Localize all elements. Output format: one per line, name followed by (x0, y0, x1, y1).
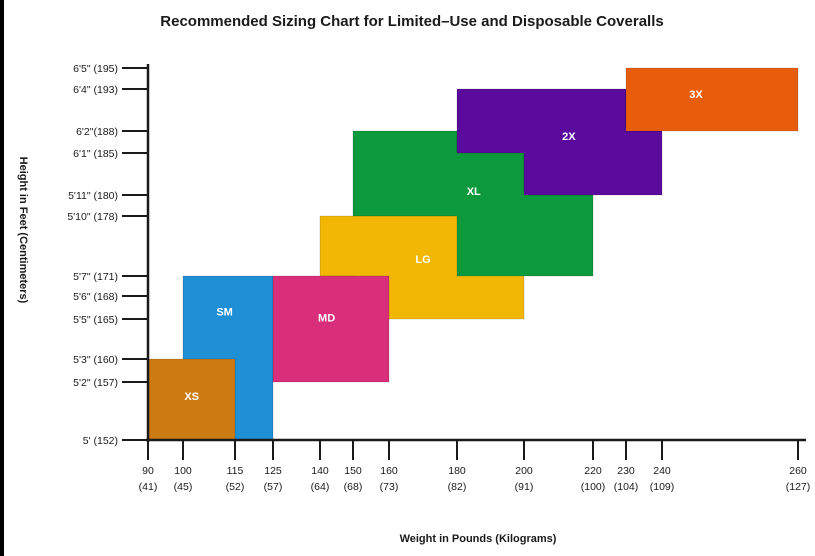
size-region-sm-label: SM (216, 306, 233, 318)
size-region-2x-label: 2X (562, 131, 576, 143)
x-tick-label-kilograms: (45) (174, 481, 193, 493)
x-tick-label-kilograms: (100) (581, 481, 606, 493)
x-tick-label-kilograms: (91) (515, 481, 534, 493)
size-region-md-label: MD (318, 312, 335, 324)
x-tick-label-pounds: 220 (584, 465, 602, 477)
size-region-lg-label: LG (415, 254, 430, 266)
size-region-3x-label: 3X (689, 89, 703, 101)
y-tick-label: 5' (152) (83, 435, 118, 447)
x-axis-ticks: 90 (41) 100 (45) 115 (52) 125 (57) 140 (64) 150 (68… (139, 440, 811, 493)
x-tick-label-pounds: 240 (653, 465, 671, 477)
x-tick-label-kilograms: (64) (311, 481, 330, 493)
y-tick-label: 5'6" (168) (73, 291, 118, 303)
y-tick-label: 5'5" (165) (73, 314, 118, 326)
x-tick-label-kilograms: (68) (344, 481, 363, 493)
x-tick-label-pounds: 150 (344, 465, 362, 477)
x-tick-label-pounds: 115 (227, 465, 244, 477)
x-tick-label-pounds: 100 (174, 465, 192, 477)
chart-frame: Recommended Sizing Chart for Limited–Use… (4, 0, 815, 556)
x-tick-label-pounds: 200 (515, 465, 533, 477)
y-tick-label: 6'5" (195) (73, 63, 118, 75)
x-tick-label-kilograms: (104) (614, 481, 639, 493)
y-tick-label: 6'4" (193) (73, 84, 118, 96)
x-tick-label-kilograms: (57) (264, 481, 283, 493)
chart-title: Recommended Sizing Chart for Limited–Use… (160, 13, 663, 30)
size-regions: SM XS LG MD XL 2X 3X (147, 67, 799, 441)
x-tick-label-kilograms: (127) (786, 481, 811, 493)
x-axis-title: Weight in Pounds (Kilograms) (400, 533, 557, 545)
y-tick-label: 6'1" (185) (73, 148, 118, 160)
x-tick-label-kilograms: (82) (448, 481, 467, 493)
x-tick-label-pounds: 180 (448, 465, 466, 477)
x-tick-label-pounds: 260 (789, 465, 807, 477)
y-tick-label: 5'3" (160) (73, 354, 118, 366)
x-tick-label-kilograms: (52) (226, 481, 245, 493)
y-tick-label: 6'2"(188) (76, 126, 118, 138)
x-tick-label-pounds: 140 (311, 465, 329, 477)
sizing-chart: Recommended Sizing Chart for Limited–Use… (17, 13, 811, 545)
x-tick-label-kilograms: (109) (650, 481, 675, 493)
x-tick-label-pounds: 90 (142, 465, 154, 477)
x-tick-label-pounds: 125 (264, 465, 282, 477)
size-region-md (272, 275, 390, 383)
size-region-xl-label: XL (467, 186, 481, 198)
x-tick-label-pounds: 230 (617, 465, 635, 477)
y-tick-label: 5'10" (178) (67, 211, 118, 223)
y-tick-label: 5'7" (171) (73, 271, 118, 283)
axes (146, 64, 806, 442)
y-axis-ticks: 6'5" (195) 6'4" (193) 6'2"(188) 6'1" (185) 5… (67, 63, 148, 447)
size-region-3x (625, 67, 799, 132)
size-region-xs-label: XS (184, 391, 199, 403)
y-axis-title: Height in Feet (Centimeters) (17, 157, 29, 304)
x-tick-label-kilograms: (73) (380, 481, 399, 493)
x-tick-label-pounds: 160 (380, 465, 398, 477)
y-tick-label: 5'11" (180) (68, 190, 118, 202)
x-tick-label-kilograms: (41) (139, 481, 158, 493)
y-tick-label: 5'2" (157) (73, 377, 118, 389)
